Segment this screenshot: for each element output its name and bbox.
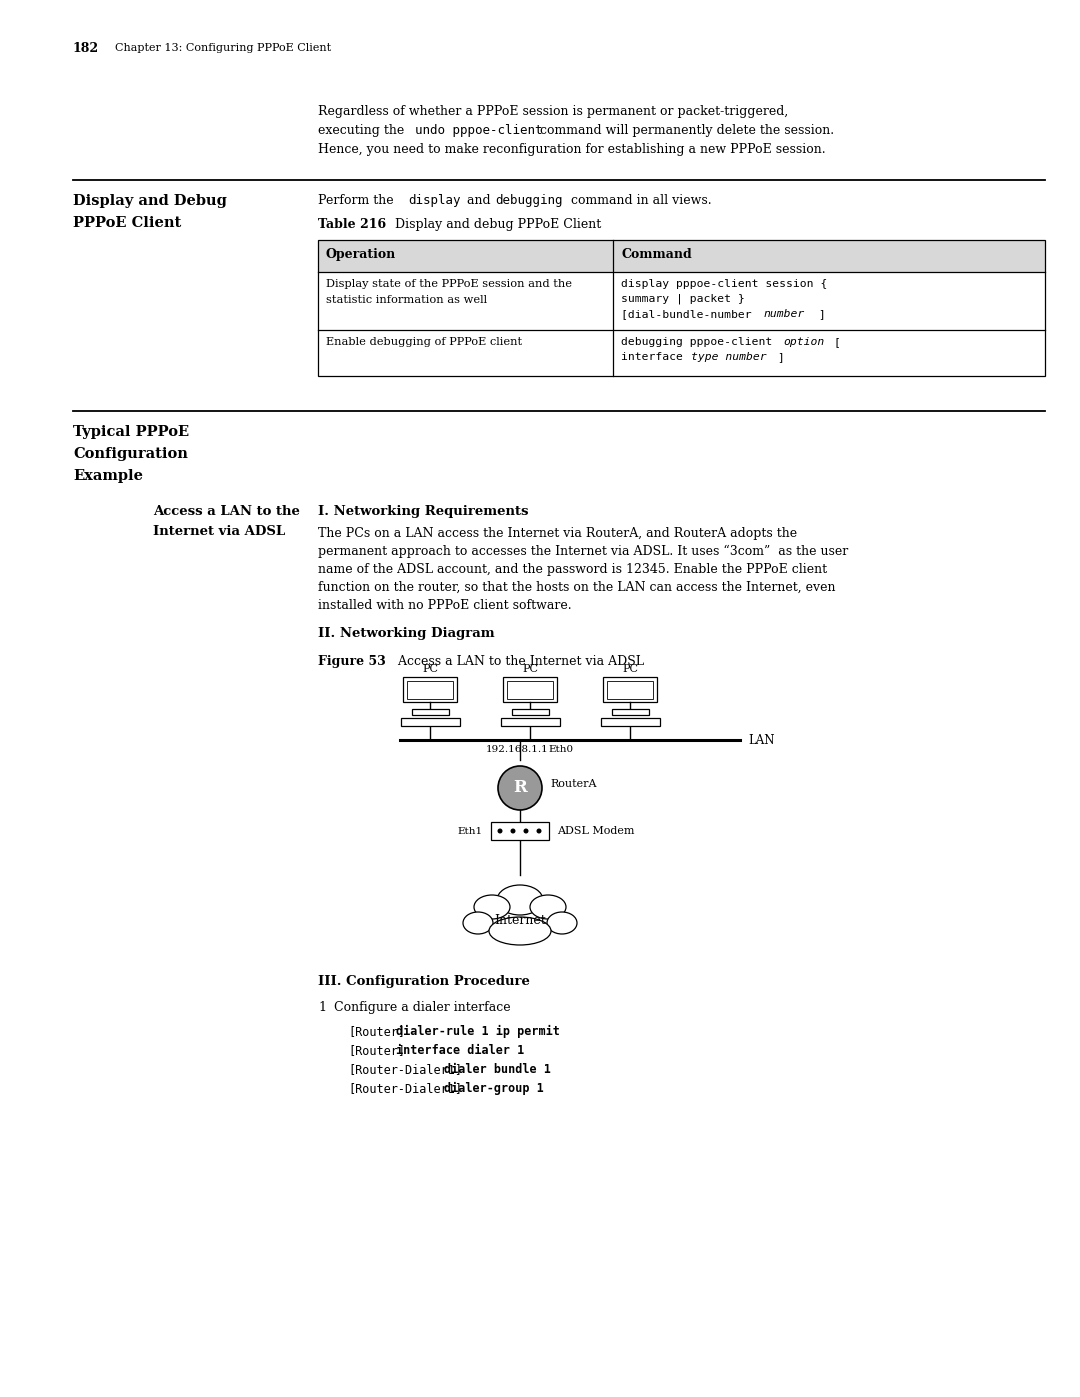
Text: III. Configuration Procedure: III. Configuration Procedure	[318, 975, 530, 988]
Text: Access a LAN to the Internet via ADSL: Access a LAN to the Internet via ADSL	[386, 655, 644, 668]
Text: Operation: Operation	[326, 249, 396, 261]
Text: command will permanently delete the session.: command will permanently delete the sess…	[536, 124, 834, 137]
Text: The PCs on a LAN access the Internet via RouterA, and RouterA adopts the: The PCs on a LAN access the Internet via…	[318, 527, 797, 541]
Text: PPPoE Client: PPPoE Client	[73, 217, 181, 231]
Text: [Router-Dialer1]: [Router-Dialer1]	[348, 1083, 462, 1095]
Text: I. Networking Requirements: I. Networking Requirements	[318, 504, 528, 518]
Text: Internet via ADSL: Internet via ADSL	[153, 525, 285, 538]
Text: interface dialer 1: interface dialer 1	[396, 1044, 524, 1058]
Text: RouterA: RouterA	[550, 780, 596, 789]
Bar	[403, 678, 457, 703]
Text: interface: interface	[621, 352, 690, 362]
Text: dialer-group 1: dialer-group 1	[444, 1083, 543, 1095]
Bar	[600, 718, 660, 726]
Text: ]: ]	[771, 352, 785, 362]
Text: dialer bundle 1: dialer bundle 1	[444, 1063, 551, 1076]
Text: option: option	[783, 337, 824, 346]
Text: Regardless of whether a PPPoE session is permanent or packet-triggered,: Regardless of whether a PPPoE session is…	[318, 105, 788, 117]
Text: [: [	[827, 337, 840, 346]
Text: Eth1: Eth1	[458, 827, 483, 835]
Text: number: number	[764, 309, 806, 319]
Bar	[503, 678, 557, 703]
Text: Typical PPPoE: Typical PPPoE	[73, 425, 189, 439]
Bar	[507, 680, 553, 698]
Text: ]: ]	[812, 309, 826, 319]
Text: statistic information as well: statistic information as well	[326, 295, 487, 305]
Bar	[401, 718, 460, 726]
Text: Access a LAN to the: Access a LAN to the	[153, 504, 300, 518]
Text: Configure a dialer interface: Configure a dialer interface	[334, 1002, 511, 1014]
Bar	[612, 710, 649, 715]
Text: Display and Debug: Display and Debug	[73, 194, 227, 208]
Text: function on the router, so that the hosts on the LAN can access the Internet, ev: function on the router, so that the host…	[318, 581, 836, 594]
Text: Eth0: Eth0	[548, 745, 573, 754]
Text: and: and	[463, 194, 495, 207]
Bar	[603, 678, 657, 703]
Text: Example: Example	[73, 469, 143, 483]
Ellipse shape	[530, 895, 566, 919]
Text: PC: PC	[422, 664, 438, 673]
Text: Display and debug PPPoE Client: Display and debug PPPoE Client	[383, 218, 602, 231]
Ellipse shape	[497, 886, 543, 915]
Text: 192.168.1.1: 192.168.1.1	[486, 745, 549, 754]
Text: Hence, you need to make reconfiguration for establishing a new PPPoE session.: Hence, you need to make reconfiguration …	[318, 142, 825, 156]
Ellipse shape	[489, 916, 551, 944]
Text: command in all views.: command in all views.	[567, 194, 712, 207]
Text: LAN: LAN	[748, 733, 774, 746]
Ellipse shape	[546, 912, 577, 935]
Bar	[607, 680, 653, 698]
Circle shape	[511, 828, 515, 834]
Text: Table 216: Table 216	[318, 218, 387, 231]
Text: 182: 182	[73, 42, 99, 54]
Bar	[318, 240, 1045, 272]
Bar	[501, 718, 561, 726]
Circle shape	[537, 828, 541, 834]
Text: display: display	[408, 194, 460, 207]
Text: Chapter 13: Configuring PPPoE Client: Chapter 13: Configuring PPPoE Client	[114, 43, 332, 53]
Text: PC: PC	[622, 664, 638, 673]
Text: Figure 53: Figure 53	[318, 655, 386, 668]
Text: II. Networking Diagram: II. Networking Diagram	[318, 627, 495, 640]
Text: name of the ADSL account, and the password is 12345. Enable the PPPoE client: name of the ADSL account, and the passwo…	[318, 563, 827, 576]
Text: type number: type number	[691, 352, 767, 362]
Bar	[411, 710, 449, 715]
Text: R: R	[513, 780, 527, 796]
Circle shape	[498, 828, 502, 834]
Text: summary | packet }: summary | packet }	[621, 293, 745, 305]
Text: [Router-Dialer1]: [Router-Dialer1]	[348, 1063, 462, 1076]
Text: Internet: Internet	[495, 914, 545, 926]
Text: [dial-bundle-number: [dial-bundle-number	[621, 309, 758, 319]
Text: Enable debugging of PPPoE client: Enable debugging of PPPoE client	[326, 337, 522, 346]
Ellipse shape	[474, 895, 510, 919]
Text: Display state of the PPPoE session and the: Display state of the PPPoE session and t…	[326, 279, 572, 289]
Text: permanent approach to accesses the Internet via ADSL. It uses “3com”  as the use: permanent approach to accesses the Inter…	[318, 545, 848, 559]
Text: debugging pppoe-client: debugging pppoe-client	[621, 337, 779, 346]
Bar	[318, 240, 1045, 376]
Text: undo pppoe-client: undo pppoe-client	[415, 124, 542, 137]
Bar	[491, 821, 549, 840]
Bar	[512, 710, 549, 715]
Text: debugging: debugging	[495, 194, 563, 207]
Circle shape	[498, 766, 542, 810]
Text: Configuration: Configuration	[73, 447, 188, 461]
Text: dialer-rule 1 ip permit: dialer-rule 1 ip permit	[396, 1025, 559, 1038]
Text: installed with no PPPoE client software.: installed with no PPPoE client software.	[318, 599, 571, 612]
Text: ADSL Modem: ADSL Modem	[557, 826, 635, 835]
Text: [Router]: [Router]	[348, 1025, 405, 1038]
Text: [Router]: [Router]	[348, 1044, 405, 1058]
Text: PC: PC	[522, 664, 538, 673]
Text: Command: Command	[621, 249, 692, 261]
Ellipse shape	[463, 912, 492, 935]
Bar	[407, 680, 453, 698]
Text: display pppoe-client session {: display pppoe-client session {	[621, 279, 827, 289]
Text: executing the: executing the	[318, 124, 408, 137]
Text: 1: 1	[318, 1002, 326, 1014]
Circle shape	[524, 828, 528, 834]
Text: Perform the: Perform the	[318, 194, 397, 207]
